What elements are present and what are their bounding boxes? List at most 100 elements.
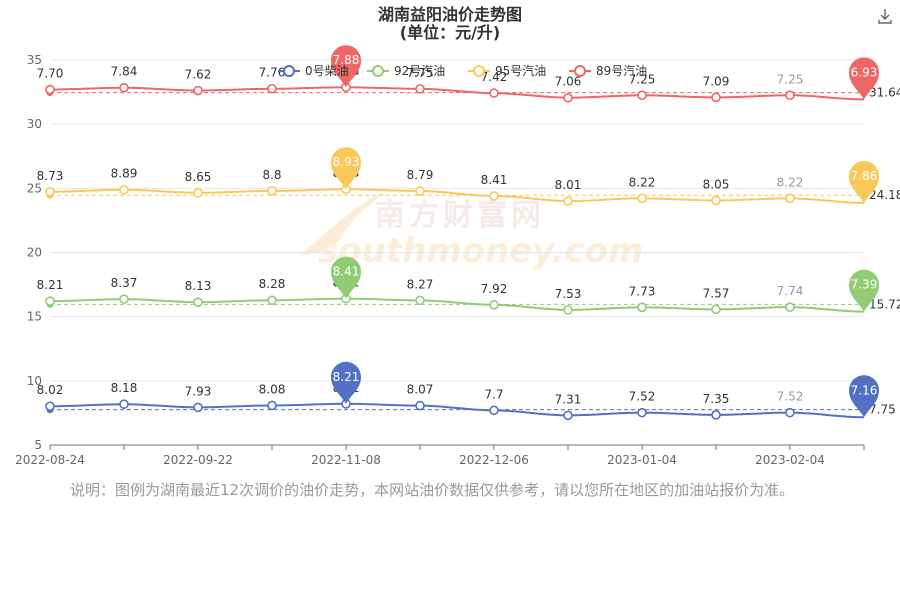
data-label: 8.18 (111, 381, 138, 395)
data-label: 7.57 (703, 286, 730, 300)
legend-item: 92号汽油 (367, 63, 445, 78)
data-label: 7.7 (484, 387, 503, 401)
data-label: 8.13 (185, 279, 212, 293)
chart-subtitle: (单位：元/升) (400, 23, 500, 42)
min-pin-label: 7.16 (851, 383, 878, 397)
y-tick-label: 5 (34, 438, 42, 452)
x-axis: 2022-08-24 2022-09-22 2022-11-08 2022-12-06… (15, 444, 865, 467)
data-point (785, 302, 795, 312)
data-label: 8.65 (185, 170, 212, 184)
data-label: 8.22 (629, 175, 656, 189)
data-label: 7.06 (555, 75, 582, 89)
watermark-cn: 南方财富网 (375, 198, 545, 233)
watermark: 南方财富网 southmoney.com (300, 192, 643, 271)
data-point (267, 295, 277, 306)
max-pin-shape (331, 45, 361, 88)
max-pin: 8.41 (331, 256, 361, 299)
min-pin-shape (849, 375, 879, 418)
chart-title: 湖南益阳油价走势图 (378, 5, 522, 24)
data-point (489, 405, 499, 416)
data-label: 8.08 (259, 382, 286, 396)
download-icon-glyph (878, 9, 892, 24)
data-point (489, 88, 499, 98)
legend-item: 0号柴油 (278, 64, 349, 78)
x-tick-label: 2022-11-08 (311, 453, 381, 467)
data-point (637, 193, 647, 204)
data-point (193, 402, 203, 413)
min-pin: 7.86 (849, 160, 879, 203)
data-label: 8.01 (555, 178, 582, 192)
data-point (489, 300, 499, 310)
max-pin-label: 8.21 (333, 370, 360, 384)
legend-item: 95号汽油 (468, 63, 546, 78)
y-axis: 5 10 15 20 25 30 35 (27, 53, 42, 452)
data-point (45, 401, 55, 412)
legend-label: 0号柴油 (305, 64, 349, 78)
average-label: 7.75 (869, 403, 896, 417)
data-label: 8.37 (111, 276, 138, 290)
data-label: 7.42 (481, 70, 508, 84)
data-label: 8.41 (481, 173, 508, 187)
max-pin: 7.88 (331, 45, 361, 88)
data-point (415, 84, 425, 94)
max-pin: 8.21 (331, 361, 361, 404)
data-point (785, 193, 795, 204)
footnote: 说明：图例为湖南最近12次调价的油价走势，本网站油价数据仅供参考，请以您所在地区… (70, 481, 795, 499)
min-pin: 6.93 (849, 57, 879, 100)
data-point (637, 302, 647, 313)
data-label: 8.8 (262, 168, 281, 182)
data-point (563, 410, 573, 421)
data-label: 7.93 (185, 384, 212, 398)
data-point (711, 195, 721, 206)
max-pin-shape (331, 256, 361, 299)
data-point (637, 407, 647, 418)
data-point (637, 90, 647, 101)
legend-label: 89号汽油 (596, 63, 647, 78)
y-tick-label: 30 (27, 117, 42, 131)
legend-marker (283, 65, 295, 77)
data-point (119, 399, 129, 409)
legend-marker (372, 65, 384, 77)
data-point (267, 186, 277, 196)
data-point (45, 84, 55, 95)
data-point (563, 92, 573, 103)
data-point (119, 184, 129, 195)
average-label: 15.72 (869, 297, 900, 311)
data-label: 7.74 (777, 284, 804, 298)
min-pin-shape (849, 57, 879, 100)
legend-label: 92号汽油 (394, 63, 445, 78)
series-layer: 7.75 8.02 8.18 7.93 8.08 8.21 8.07 7.7 7.31 7.52 7… (37, 45, 900, 421)
y-tick-label: 25 (27, 181, 42, 195)
data-point (563, 196, 573, 206)
data-point (489, 191, 499, 201)
data-point (193, 188, 203, 198)
data-label: 7.92 (481, 282, 508, 296)
data-label: 7.52 (777, 390, 804, 404)
watermark-en: southmoney.com (318, 231, 643, 271)
max-pin-label: 8.41 (333, 265, 360, 279)
data-point (711, 92, 721, 103)
average-label: 24.18 (869, 188, 900, 202)
min-pin-label: 7.39 (851, 278, 878, 292)
data-label: 7.84 (111, 65, 138, 79)
data-point (193, 297, 203, 307)
x-tick-label: 2022-08-24 (15, 453, 85, 467)
max-pin-label: 7.88 (333, 53, 360, 67)
data-point (415, 186, 425, 196)
y-tick-label: 35 (27, 53, 42, 67)
download-icon[interactable] (875, 6, 895, 26)
data-point (785, 407, 795, 418)
data-point (45, 296, 55, 306)
max-pin: 8.93 (331, 147, 361, 190)
data-label: 8.27 (407, 277, 434, 291)
watermark-logo (300, 192, 385, 255)
grid (50, 59, 864, 382)
data-label: 7.53 (555, 287, 582, 301)
min-pin: 7.39 (849, 269, 879, 312)
data-point (119, 82, 129, 93)
x-tick-label: 2022-09-22 (163, 453, 233, 467)
data-point (711, 410, 721, 420)
legend-marker (473, 65, 485, 77)
x-tick-label: 2023-02-04 (755, 453, 825, 467)
